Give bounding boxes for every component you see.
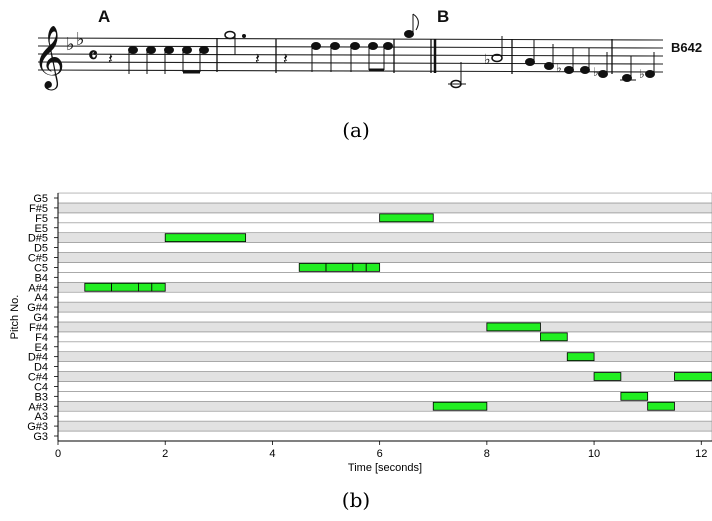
time-tick-labels: 0 2 4 6 8 10 12: [55, 440, 707, 460]
pitch-tick-label: G3: [33, 431, 48, 443]
pitch-tick-label: B4: [35, 272, 48, 284]
music-score: 𝄞 ♭ ♭ 𝄴 A B B642 𝄽: [0, 0, 712, 105]
pitch-row-d5: [57, 242, 712, 253]
pitch-tick-label: E4: [35, 342, 48, 354]
pitch-row-c4: [57, 381, 712, 392]
svg-text:♭: ♭: [556, 61, 562, 75]
pitch-tick-label: D4: [34, 362, 48, 374]
note-bar: [379, 213, 434, 223]
note-bar: [620, 391, 649, 401]
note-bar: [352, 263, 367, 272]
note-bar: [432, 401, 488, 411]
pitch-row-d4: [57, 361, 712, 372]
note-bar: [151, 282, 166, 292]
pitch-tick-label: F#4: [29, 322, 48, 334]
pitch-tick-label: G4: [33, 312, 48, 324]
note-bar: [540, 332, 568, 342]
pitch-row-f-sharp4: [57, 321, 712, 333]
time-tick-label: 6: [377, 448, 383, 460]
pitch-tick-labels: G3G#3A3A#3B3C4C#4D4D#4E4F4F#4G4G#4A4A#4B…: [27, 193, 58, 443]
pitch-tick-label: F4: [35, 332, 48, 344]
pitch-tick-label: C5: [34, 262, 48, 274]
pitch-tick-label: A#3: [28, 401, 48, 413]
svg-text:𝄽: 𝄽: [283, 49, 288, 68]
pitch-row-f-sharp5: [57, 202, 712, 214]
piano-roll-chart: G3G#3A3A#3B3C4C#4D4D#4E4F4F#4G4G#4A4A#4B…: [9, 192, 712, 474]
note-bar: [674, 372, 712, 381]
panel-a-caption: (a): [342, 118, 370, 142]
svg-text:𝄽: 𝄽: [108, 49, 113, 68]
pitch-row-e4: [57, 341, 712, 353]
flat-icon: ♭: [66, 34, 75, 55]
pitch-row-c-sharp5: [57, 252, 712, 263]
pitch-row-e5: [57, 222, 712, 234]
pitch-tick-label: A4: [35, 292, 48, 304]
svg-text:♭: ♭: [484, 52, 491, 68]
pitch-row-g5: [57, 192, 712, 204]
note-bar: [486, 322, 541, 332]
pitch-tick-label: C4: [34, 381, 48, 393]
pitch-tick-label: D#4: [28, 352, 48, 364]
pitch-tick-label: F#5: [29, 203, 48, 215]
pitch-tick-label: G#4: [27, 302, 48, 314]
time-tick-label: 0: [55, 448, 61, 460]
catalog-label: B642: [671, 40, 702, 55]
pitch-tick-label: E5: [35, 223, 48, 235]
time-tick-label: 8: [484, 448, 490, 460]
section-b-mark: B: [437, 7, 449, 26]
pitch-rows: [57, 192, 712, 442]
x-axis-label: Time [seconds]: [348, 462, 422, 474]
note-bar: [138, 282, 153, 292]
common-time-icon: 𝄴: [88, 43, 98, 69]
pitch-row-g-sharp3: [57, 420, 712, 432]
score-staff: 𝄞 ♭ ♭ 𝄴 A B B642 𝄽: [33, 7, 702, 91]
time-tick-label: 12: [695, 448, 707, 460]
pitch-row-a4: [57, 291, 712, 303]
pitch-row-g3: [57, 430, 712, 442]
time-tick-label: 10: [588, 448, 600, 460]
pitch-tick-label: G5: [33, 193, 48, 205]
pitch-tick-label: A3: [35, 411, 48, 423]
svg-text:𝄽: 𝄽: [255, 49, 260, 68]
note-bar: [566, 352, 595, 362]
pitch-row-d-sharp5: [57, 232, 712, 243]
y-axis-label: Pitch No.: [9, 295, 21, 340]
time-tick-label: 4: [269, 448, 275, 460]
pitch-tick-label: F5: [35, 213, 48, 225]
section-a-mark: A: [98, 7, 110, 26]
note-bar: [84, 282, 113, 292]
time-tick-label: 2: [162, 448, 168, 460]
note-bars: [84, 213, 712, 411]
note-bar: [164, 233, 247, 243]
pitch-row-b3: [57, 391, 712, 402]
pitch-row-d-sharp4: [57, 351, 712, 362]
pitch-tick-label: B3: [35, 391, 48, 403]
pitch-row-g-sharp4: [57, 301, 712, 313]
note-bar: [325, 263, 354, 272]
flat-icon: ♭: [76, 29, 85, 50]
svg-text:♭: ♭: [639, 67, 645, 81]
svg-text:♭: ♭: [593, 65, 599, 79]
pitch-tick-label: A#4: [28, 282, 48, 294]
pitch-row-f4: [57, 331, 712, 343]
pitch-tick-label: D5: [34, 243, 48, 255]
pitch-row-a-sharp3: [57, 400, 712, 412]
note-bar: [365, 263, 381, 272]
panel-b-caption: (b): [341, 488, 371, 512]
note-bar: [647, 401, 675, 411]
note-bar: [111, 282, 139, 292]
pitch-tick-label: C#5: [28, 253, 48, 265]
pitch-tick-label: C#4: [28, 372, 48, 384]
note-bar: [298, 263, 327, 272]
note-bar: [593, 372, 622, 381]
pitch-row-g4: [57, 311, 712, 323]
pitch-row-b4: [57, 272, 712, 283]
pitch-row-c5: [57, 262, 712, 273]
treble-clef-icon: 𝄞: [33, 25, 65, 91]
pitch-tick-label: D#5: [28, 233, 48, 245]
pitch-row-a3: [57, 410, 712, 422]
pitch-tick-label: G#3: [27, 421, 48, 433]
